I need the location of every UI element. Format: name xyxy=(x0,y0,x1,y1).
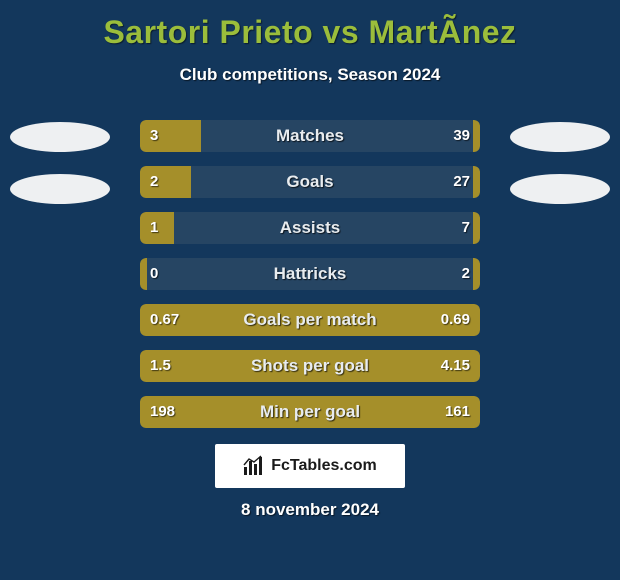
stat-row: 02Hattricks xyxy=(0,258,620,290)
stat-label: Min per goal xyxy=(140,396,480,428)
stat-label: Assists xyxy=(140,212,480,244)
stat-row: 17Assists xyxy=(0,212,620,244)
stat-label: Hattricks xyxy=(140,258,480,290)
stat-row: 1.54.15Shots per goal xyxy=(0,350,620,382)
player-ellipse xyxy=(510,174,610,204)
stat-row: 198161Min per goal xyxy=(0,396,620,428)
subtitle: Club competitions, Season 2024 xyxy=(0,65,620,85)
player-ellipse xyxy=(10,122,110,152)
stat-label: Matches xyxy=(140,120,480,152)
stat-row: 0.670.69Goals per match xyxy=(0,304,620,336)
stat-label: Shots per goal xyxy=(140,350,480,382)
player-ellipse xyxy=(510,122,610,152)
stat-label: Goals per match xyxy=(140,304,480,336)
chart-bars-icon xyxy=(243,455,265,477)
player-ellipse xyxy=(10,174,110,204)
date-label: 8 november 2024 xyxy=(0,500,620,520)
page-title: Sartori Prieto vs MartÃ­nez xyxy=(0,0,620,51)
stat-label: Goals xyxy=(140,166,480,198)
comparison-chart: 339Matches227Goals17Assists02Hattricks0.… xyxy=(0,120,620,442)
footer-brand-badge: FcTables.com xyxy=(215,444,405,488)
footer-brand-text: FcTables.com xyxy=(271,457,377,475)
